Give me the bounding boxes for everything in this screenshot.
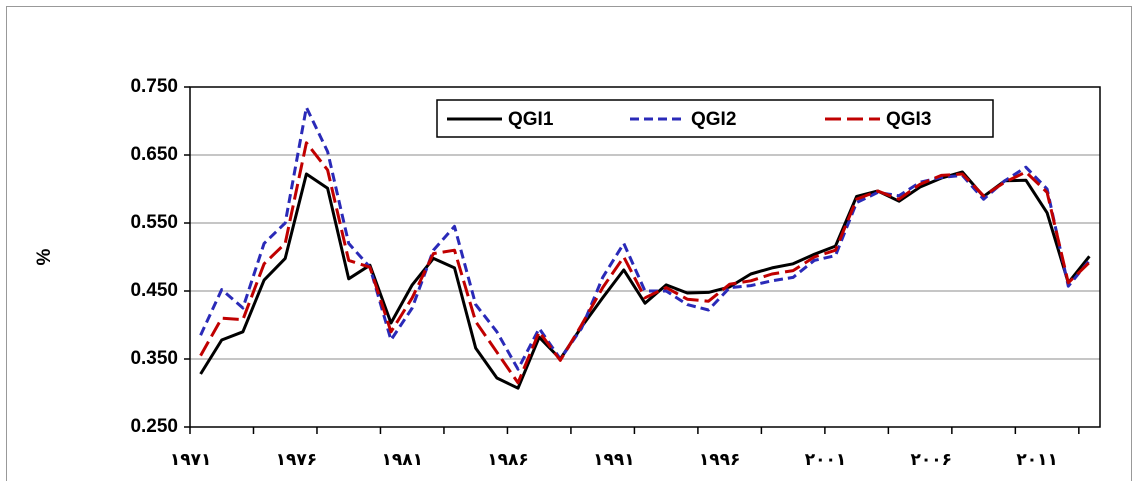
series-line xyxy=(199,170,1091,390)
y-tick-label: 0.450 xyxy=(130,280,178,301)
x-tick-label: ۱۹۹۱ xyxy=(593,450,635,470)
y-tick-label: 0.650 xyxy=(130,144,178,165)
x-tick-label: ۱۹۷۱ xyxy=(170,450,212,470)
y-tick-label: 0.350 xyxy=(130,348,178,369)
legend-label: QGI3 xyxy=(886,109,931,130)
series-line xyxy=(199,105,1091,371)
x-tick-label: ۲۰۱۱ xyxy=(1016,450,1058,470)
y-tick-label: 0.250 xyxy=(130,416,178,437)
y-tick-label: 0.550 xyxy=(130,212,178,233)
chart-border xyxy=(6,6,1132,481)
plot-border xyxy=(189,86,1101,428)
x-tick-label: ۱۹۷۶ xyxy=(276,450,318,470)
y-tick-label: 0.750 xyxy=(130,76,178,97)
y-axis-label: % xyxy=(34,248,55,265)
series-line xyxy=(199,141,1091,385)
legend-label: QGI1 xyxy=(508,109,554,130)
x-tick-label: ۱۹۸۶ xyxy=(487,450,529,470)
legend-label: QGI2 xyxy=(691,109,736,130)
legend xyxy=(436,99,994,138)
x-tick-label: ۱۹۹۶ xyxy=(699,450,741,470)
x-tick-label: ۲۰۰۱ xyxy=(805,450,847,470)
x-tick-label: ۲۰۰۶ xyxy=(911,450,953,470)
x-tick-label: ۱۹۸۱ xyxy=(381,450,423,470)
grid xyxy=(190,86,1100,428)
